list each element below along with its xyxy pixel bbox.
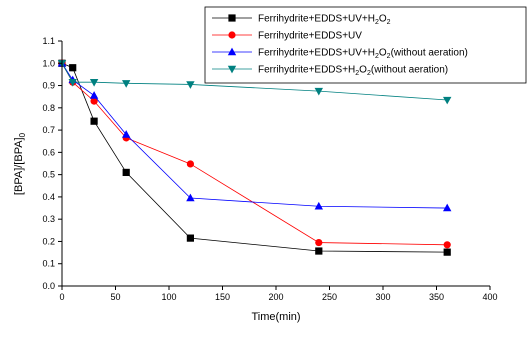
series-line <box>61 63 448 209</box>
legend-label-part: Ferrihydrite+EDDS+H <box>258 65 355 76</box>
data-point <box>89 79 99 87</box>
y-ticks: 0.0 0.1 0.2 0.3 0.4 0.5 0.6 0.7 0.8 0.9 1.0 1.1 <box>42 36 62 291</box>
data-point <box>314 87 323 96</box>
y-tick-label: 0.5 <box>42 170 55 180</box>
x-tick-label: 100 <box>161 292 176 302</box>
series-line <box>61 63 448 246</box>
legend-label-subscript: 2 <box>387 19 391 26</box>
plot-area <box>57 58 452 256</box>
series-line <box>61 62 448 253</box>
y-tick-label: 0.8 <box>42 103 55 113</box>
legend-box <box>204 6 527 84</box>
data-point <box>90 97 98 105</box>
x-tick-label: 200 <box>268 292 283 302</box>
data-point <box>186 234 194 242</box>
series-4 <box>57 60 452 105</box>
legend-item: Ferrihydrite+EDDS+UV+H2O2 <box>212 14 391 27</box>
legend-label-subscript: 2 <box>387 53 391 60</box>
y-axis-title-main: [BPA]/[BPA] <box>13 137 25 195</box>
legend-label-subscript: 2 <box>375 19 379 26</box>
data-point <box>443 241 451 249</box>
legend-item: Ferrihydrite+EDDS+UV <box>212 31 362 42</box>
legend-label-part: O <box>379 48 387 59</box>
legend-label-subscript: 2 <box>355 70 359 77</box>
y-tick-label: 1.0 <box>42 58 55 68</box>
legend-marker <box>227 65 237 74</box>
legend-label-part: O <box>359 65 367 76</box>
data-point <box>69 64 77 72</box>
series-1 <box>58 59 451 256</box>
x-axis-title: Time(min) <box>251 311 300 323</box>
x-tick-label: 300 <box>375 292 390 302</box>
legend-label-part: (without aeration) <box>391 48 468 59</box>
data-point <box>315 238 323 247</box>
data-point <box>186 81 195 89</box>
data-point <box>122 80 131 88</box>
data-point <box>122 130 131 138</box>
x-tick-label: 150 <box>215 292 230 302</box>
data-point <box>90 117 98 125</box>
legend-label-subscript: 2 <box>375 53 379 60</box>
y-tick-label: 0.3 <box>42 214 55 224</box>
data-point <box>122 168 130 177</box>
legend-label-part: Ferrihydrite+EDDS+UV <box>258 31 362 42</box>
data-point <box>186 193 195 202</box>
y-tick-label: 0.7 <box>42 125 55 135</box>
x-tick-label: 350 <box>429 292 444 302</box>
data-point <box>443 96 452 105</box>
x-ticks: 0 50 100 150 200 250 300 350 400 <box>59 286 498 302</box>
legend-label-subscript: 2 <box>367 70 371 77</box>
legend-marker <box>228 31 236 39</box>
legend-label: Ferrihydrite+EDDS+UV+H2O2 <box>258 14 391 27</box>
legend-label: Ferrihydrite+EDDS+H2O2(without aeration) <box>258 65 448 78</box>
legend: Ferrihydrite+EDDS+UV+H2O2Ferrihydrite+ED… <box>204 6 527 84</box>
data-point <box>186 160 194 168</box>
y-tick-label: 0.1 <box>42 259 55 269</box>
legend-label-part: (without aeration) <box>371 65 448 76</box>
y-axis-title-subscript: 0 <box>18 132 27 137</box>
legend-marker <box>228 14 236 22</box>
x-tick-label: 400 <box>482 292 497 302</box>
y-tick-label: 1.1 <box>42 36 55 46</box>
data-point <box>443 248 451 256</box>
y-axis-title: [BPA]/[BPA]0 <box>13 132 27 195</box>
x-tick-label: 250 <box>322 292 337 302</box>
data-point <box>315 247 323 255</box>
legend-label: Ferrihydrite+EDDS+UV <box>258 31 362 42</box>
x-tick-label: 0 <box>59 292 64 302</box>
y-tick-label: 0.2 <box>42 236 55 246</box>
y-tick-label: 0.6 <box>42 147 55 157</box>
x-tick-label: 50 <box>110 292 120 302</box>
data-point <box>68 79 77 87</box>
data-point <box>443 203 452 212</box>
y-tick-label: 0.4 <box>42 192 55 202</box>
legend-label-part: Ferrihydrite+EDDS+UV+H <box>258 14 375 25</box>
legend-item: Ferrihydrite+EDDS+H2O2(without aeration) <box>212 65 448 78</box>
legend-item: Ferrihydrite+EDDS+UV+H2O2(without aerati… <box>212 47 468 61</box>
y-tick-label: 0.9 <box>42 81 55 91</box>
legend-label: Ferrihydrite+EDDS+UV+H2O2(without aerati… <box>258 48 468 61</box>
y-tick-label: 0.0 <box>42 281 55 291</box>
legend-label-part: Ferrihydrite+EDDS+UV+H <box>258 48 375 59</box>
legend-marker <box>227 47 237 56</box>
legend-label-part: O <box>379 14 387 25</box>
data-point <box>89 91 99 99</box>
data-point <box>314 201 323 210</box>
